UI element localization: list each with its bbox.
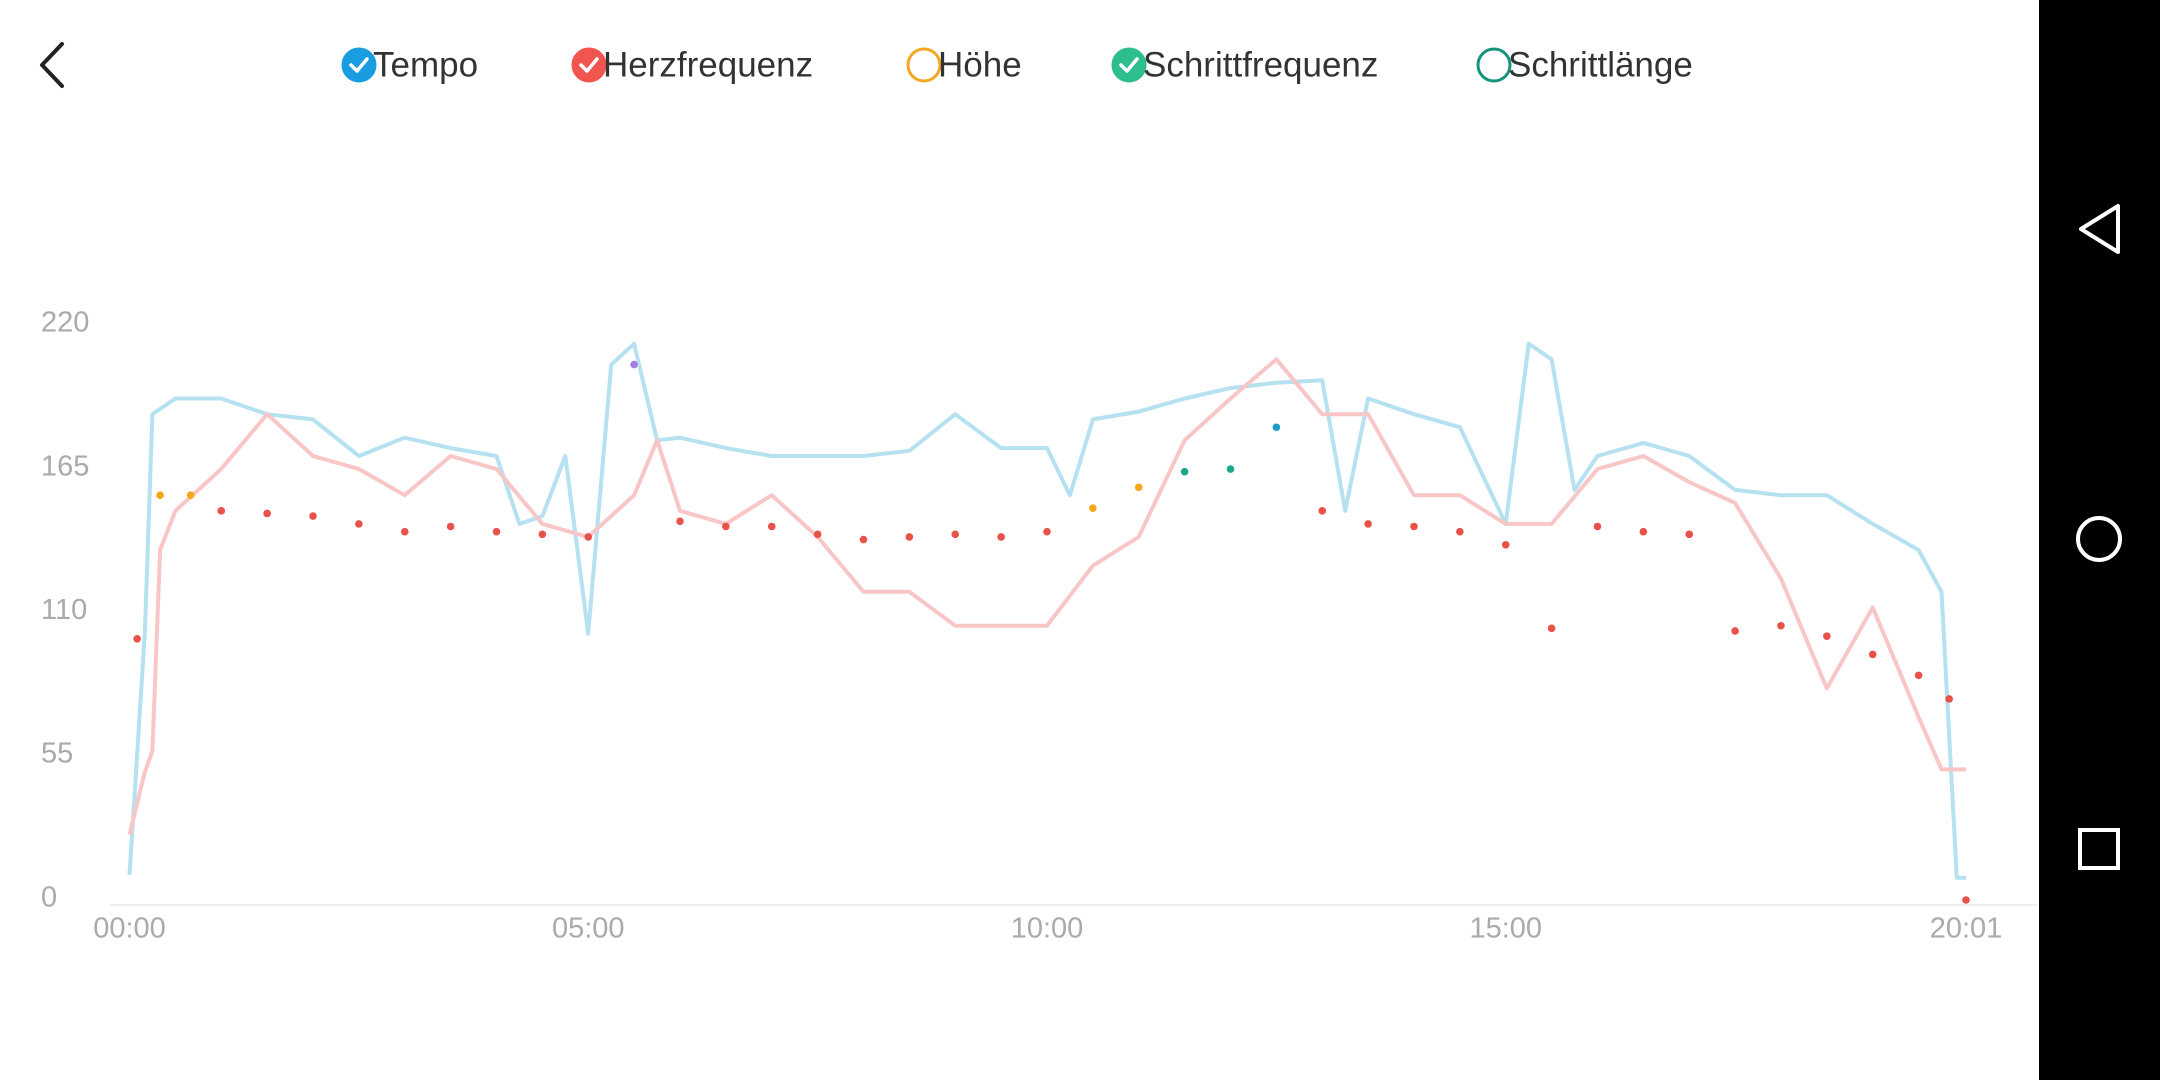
y-tick-label: 165 bbox=[41, 450, 89, 482]
legend-item[interactable]: Tempo bbox=[341, 45, 478, 84]
data-point bbox=[133, 635, 141, 643]
data-point bbox=[309, 512, 317, 520]
data-point bbox=[186, 491, 195, 499]
legend-label[interactable]: Schrittlänge bbox=[1508, 45, 1693, 84]
data-point bbox=[1914, 671, 1923, 680]
data-point bbox=[1226, 465, 1235, 473]
y-tick-label: 110 bbox=[41, 594, 87, 626]
data-point bbox=[1501, 540, 1510, 549]
data-point bbox=[1364, 520, 1372, 528]
data-point bbox=[1685, 530, 1694, 539]
navigation-bar bbox=[2039, 0, 2160, 1080]
data-point bbox=[767, 522, 776, 531]
legend-checkbox[interactable] bbox=[341, 47, 377, 83]
data-point bbox=[905, 533, 914, 541]
data-point bbox=[1823, 632, 1831, 640]
data-point bbox=[1777, 621, 1785, 630]
data-point bbox=[1456, 527, 1464, 536]
data-point bbox=[584, 533, 593, 541]
data-point bbox=[156, 491, 164, 499]
data-point bbox=[355, 520, 363, 528]
check-mark bbox=[579, 57, 599, 73]
data-point bbox=[630, 360, 638, 369]
nav-home[interactable] bbox=[2076, 516, 2122, 562]
data-point bbox=[1134, 483, 1143, 492]
x-tick-label: 00:00 bbox=[93, 913, 166, 945]
data-point bbox=[1089, 504, 1097, 513]
data-point bbox=[446, 522, 455, 531]
data-point bbox=[217, 507, 226, 515]
data-point bbox=[1043, 527, 1051, 536]
nav-back[interactable] bbox=[2079, 204, 2120, 254]
legend-item[interactable]: Schrittfrequenz bbox=[1111, 45, 1378, 84]
legend-label[interactable]: Herzfrequenz bbox=[603, 45, 813, 84]
legend-label[interactable]: Tempo bbox=[373, 45, 478, 84]
legend-item[interactable]: Schrittlänge bbox=[1476, 45, 1693, 84]
data-point bbox=[1272, 423, 1281, 432]
data-point bbox=[951, 530, 960, 539]
back-button[interactable] bbox=[40, 42, 64, 88]
data-point bbox=[997, 533, 1005, 541]
legend-checkbox[interactable] bbox=[571, 47, 607, 83]
data-point bbox=[813, 530, 822, 539]
y-tick-label: 0 bbox=[41, 881, 57, 913]
data-point bbox=[859, 535, 868, 544]
data-point bbox=[263, 509, 271, 518]
data-point bbox=[1639, 527, 1648, 536]
plot-area bbox=[127, 341, 1970, 904]
data-point bbox=[1962, 896, 1970, 904]
legend-label[interactable]: Höhe bbox=[938, 45, 1022, 84]
y-tick-label: 220 bbox=[41, 307, 89, 339]
data-point bbox=[1547, 624, 1556, 633]
legend-checkbox[interactable] bbox=[1476, 47, 1512, 83]
data-point bbox=[1410, 522, 1418, 531]
check-mark bbox=[349, 57, 369, 73]
legend-label[interactable]: Schrittfrequenz bbox=[1143, 45, 1378, 84]
x-tick-label: 10:00 bbox=[1011, 913, 1084, 945]
x-tick-label: 05:00 bbox=[552, 913, 625, 945]
legend-checkbox[interactable] bbox=[1111, 47, 1147, 83]
data-point bbox=[538, 530, 547, 539]
data-line bbox=[127, 341, 1966, 880]
nav-recents[interactable] bbox=[2078, 828, 2120, 870]
data-point bbox=[1593, 522, 1602, 531]
data-point bbox=[722, 522, 730, 531]
data-point bbox=[400, 527, 409, 536]
check-mark bbox=[1119, 57, 1139, 73]
data-line bbox=[127, 357, 1966, 836]
data-point bbox=[1318, 507, 1327, 515]
data-point bbox=[1868, 650, 1877, 659]
data-point bbox=[492, 527, 501, 536]
data-point bbox=[1731, 627, 1739, 635]
data-point bbox=[1180, 467, 1189, 476]
data-point bbox=[676, 517, 684, 526]
legend-item[interactable]: Höhe bbox=[906, 45, 1022, 84]
y-tick-label: 55 bbox=[41, 738, 73, 770]
data-point bbox=[1945, 695, 1953, 703]
legend-checkbox[interactable] bbox=[906, 47, 942, 83]
x-tick-label: 15:00 bbox=[1469, 913, 1542, 945]
x-tick-label: 20:01 bbox=[1930, 913, 2003, 945]
legend-item[interactable]: Herzfrequenz bbox=[571, 45, 813, 84]
